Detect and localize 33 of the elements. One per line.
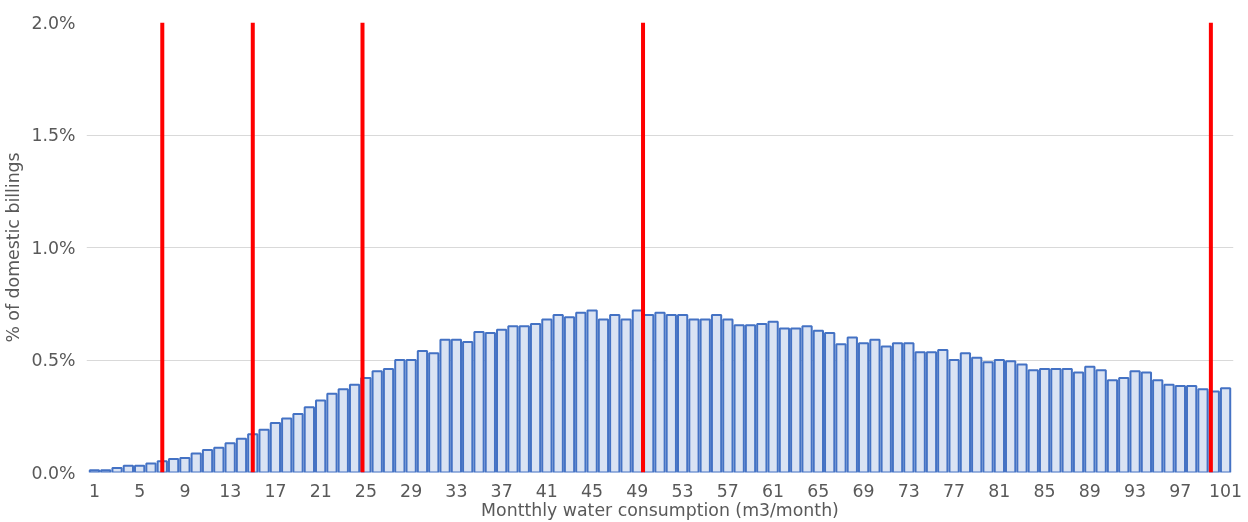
x-tick-label: 97 <box>1169 480 1192 501</box>
x-tick-label: 53 <box>671 480 694 501</box>
x-tick-label: 37 <box>490 480 513 501</box>
x-tick-label: 41 <box>535 480 558 501</box>
y-tick-label: 2.0% <box>31 12 76 33</box>
y-tick-label: 1.5% <box>31 125 76 145</box>
x-tick-label: 81 <box>988 480 1011 501</box>
x-tick-label: 89 <box>1078 480 1101 501</box>
x-tick-label: 13 <box>219 480 242 501</box>
x-tick-label: 57 <box>716 480 739 501</box>
y-tick-label: 1.0% <box>31 237 76 258</box>
x-tick-label: 93 <box>1124 480 1147 501</box>
y-axis-title: % of domestic billings <box>3 152 24 343</box>
x-tick-label: 61 <box>762 480 785 501</box>
x-tick-label: 49 <box>626 480 649 501</box>
x-tick-label: 5 <box>134 480 146 501</box>
x-tick-label: 73 <box>897 480 920 501</box>
x-tick-label: 21 <box>309 480 332 501</box>
x-tick-label: 101 <box>1209 480 1243 501</box>
x-tick-label: 17 <box>264 480 287 501</box>
x-tick-label: 9 <box>179 480 191 501</box>
x-tick-label: 77 <box>943 480 966 501</box>
x-tick-label: 33 <box>445 480 468 501</box>
x-tick-label: 65 <box>807 480 830 501</box>
y-tick-label: 0.5% <box>31 350 76 370</box>
x-axis-title: Montthly water consumption (m3/month) <box>481 499 839 520</box>
x-tick-label: 69 <box>852 480 875 501</box>
x-tick-label: 45 <box>581 480 604 501</box>
x-tick-label: 85 <box>1033 480 1056 501</box>
x-tick-label: 1 <box>88 480 100 501</box>
x-tick-label: 29 <box>400 480 423 501</box>
y-tick-label: 0.0% <box>31 462 76 483</box>
x-tick-label: 25 <box>354 480 377 501</box>
